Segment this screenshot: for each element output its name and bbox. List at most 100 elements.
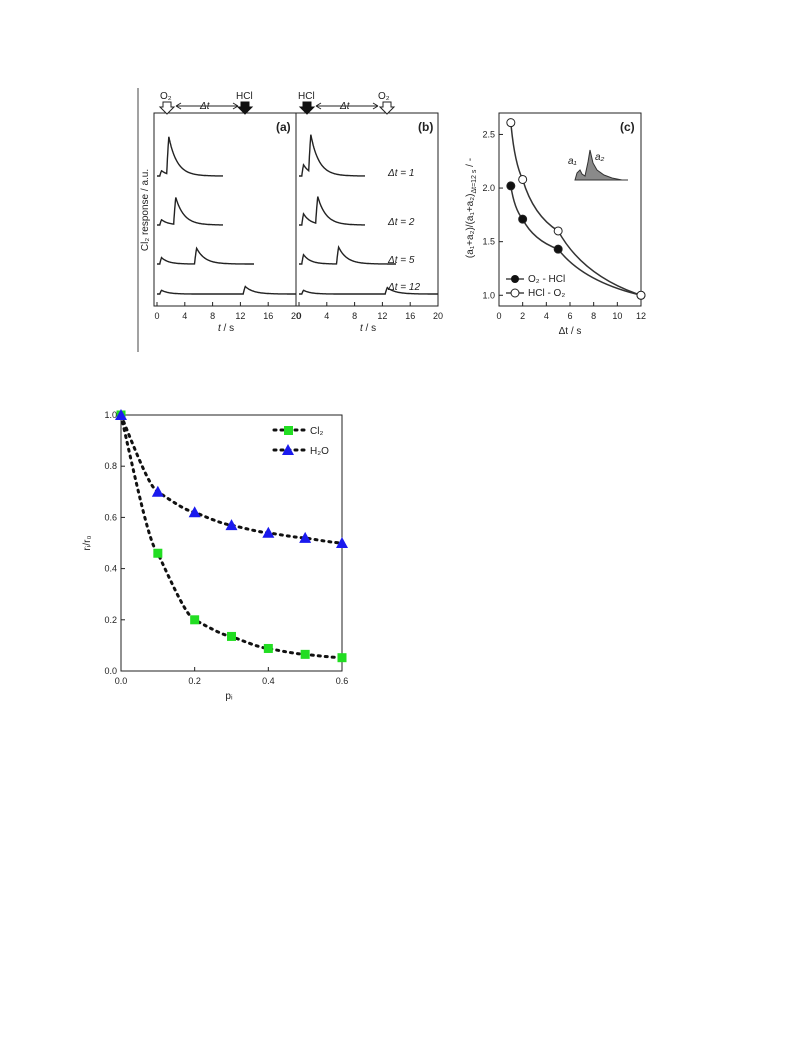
panel-b-frame — [295, 112, 439, 307]
c-legend-text-2: HCl - O₂ — [528, 288, 565, 299]
d-point-1-3 — [225, 519, 238, 531]
d-point-0-3 — [227, 631, 236, 641]
d-xtick-label-2: 0.4 — [262, 676, 275, 686]
d-point-1-6 — [336, 537, 348, 548]
d-ytick-label-1: 0.2 — [104, 615, 117, 625]
c-point-1-3 — [636, 290, 646, 300]
trace-b-dt-2 — [299, 196, 365, 226]
tick-label-b-4: 16 — [405, 311, 415, 321]
trace-a-dt-2 — [157, 197, 223, 226]
trace-b-dt-12 — [299, 286, 438, 295]
tick-label-a-0: 0 — [154, 311, 159, 321]
panel-c-label: (c) — [620, 120, 635, 134]
c-xtick-label-2: 4 — [544, 311, 549, 321]
d-point-0-6 — [337, 653, 347, 663]
a-o2-open-arrow — [158, 101, 176, 115]
d-point-0-2 — [190, 615, 200, 625]
tick-label-b-0: 0 — [296, 311, 301, 321]
b-dt-double-arrow — [315, 102, 379, 110]
inset-label-a1: a₁ — [568, 156, 577, 167]
dt-label-12: Δt = 12 — [387, 282, 420, 293]
trace-a-dt-5 — [157, 246, 254, 265]
trace-a-dt-1 — [157, 136, 223, 177]
panel-b-xlabel: t / s — [360, 323, 376, 334]
b-o2-open-arrow — [378, 101, 396, 115]
panel-c: (c) (a₁+a₂)/(a₁+a₂)Δt=12 s / - Δt / s a₁… — [465, 112, 646, 337]
d-point-0-1 — [153, 548, 163, 558]
panel-c-ylabel: (a₁+a₂)/(a₁+a₂)Δt=12 s / - — [465, 158, 478, 258]
c-point-1-0 — [506, 118, 516, 128]
tick-label-b-1: 4 — [324, 311, 329, 321]
c-ytick-label-3: 2.5 — [482, 129, 495, 139]
d-ytick-label-4: 0.8 — [104, 461, 117, 471]
d-legend-text-2: H₂O — [310, 446, 329, 457]
panel-a-label: (a) — [276, 120, 291, 134]
c-legend-marker-1 — [511, 275, 519, 283]
c-legend-text-1: O₂ - HCl — [528, 274, 565, 285]
c-xtick-label-5: 10 — [612, 311, 622, 321]
c-point-0-2 — [553, 244, 563, 254]
panel-d-xlabel: pᵢ — [225, 691, 233, 702]
c-xtick-label-3: 6 — [567, 311, 572, 321]
d-point-1-5 — [299, 531, 312, 543]
a-dt-double-arrow — [175, 102, 239, 110]
d-fit-curve-0 — [119, 413, 344, 660]
d-ytick-label-5: 1.0 — [104, 410, 117, 420]
dt-label-1: Δt = 1 — [387, 168, 414, 179]
inset-peak-shape — [574, 149, 623, 181]
b-hcl-filled-arrow — [298, 101, 316, 115]
c-point-0-1 — [518, 214, 528, 224]
d-ytick-label-0: 0.0 — [104, 666, 117, 676]
d-xtick-label-1: 0.2 — [188, 676, 201, 686]
c-ytick-label-2: 2.0 — [482, 183, 495, 193]
a-pulse-label-first: O₂ — [160, 91, 172, 102]
trace-a-dt-12 — [157, 285, 296, 295]
panel-a-ylabel: Cl₂ response / a.u. — [140, 169, 151, 251]
a-pulse-label-second: HCl — [236, 91, 253, 102]
tick-label-a-4: 16 — [263, 311, 273, 321]
c-xtick-label-6: 12 — [636, 311, 646, 321]
panel-d: rᵢ/r₀ pᵢ 0.0 0.2 0.4 0.60.00.20.40.60.81.0 … — [82, 409, 348, 702]
d-point-1-4 — [262, 526, 275, 538]
inset-label-a2: a₂ — [595, 152, 605, 163]
d-point-1-2 — [188, 506, 201, 518]
d-point-0-4 — [263, 643, 273, 653]
tick-label-a-3: 12 — [235, 311, 245, 321]
trace-b-dt-1 — [299, 134, 365, 177]
c-point-1-1 — [518, 174, 528, 184]
dt-label-5: Δt = 5 — [387, 255, 415, 266]
d-legend-marker-1 — [284, 426, 293, 435]
c-fit-curve-1 — [510, 122, 642, 296]
tick-label-b-3: 12 — [377, 311, 387, 321]
c-xtick-label-4: 8 — [591, 311, 596, 321]
d-legend-text-1: Cl₂ — [310, 426, 323, 437]
tick-label-b-5: 20 — [433, 311, 443, 321]
panel-c-frame — [498, 112, 642, 307]
d-point-0-5 — [300, 649, 310, 659]
panel-c-xlabel: Δt / s — [559, 326, 582, 337]
c-xtick-label-1: 2 — [520, 311, 525, 321]
trace-b-dt-5 — [299, 244, 396, 265]
panel-d-ylabel: rᵢ/r₀ — [82, 535, 93, 550]
tick-label-a-1: 4 — [182, 311, 187, 321]
c-xtick-label-0: 0 — [496, 311, 501, 321]
d-point-1-1 — [151, 485, 164, 497]
c-legend-marker-2 — [510, 288, 520, 298]
b-pulse-label-first: HCl — [298, 91, 315, 102]
panel-ab: (a) (b) Cl₂ response / a.u. O₂ Δt HCl HC… — [140, 91, 443, 334]
d-point-1-0 — [115, 409, 127, 420]
d-ytick-label-2: 0.4 — [104, 564, 117, 574]
d-ytick-label-3: 0.6 — [104, 512, 117, 522]
tick-label-a-5: 20 — [291, 311, 301, 321]
c-ytick-label-1: 1.5 — [482, 237, 495, 247]
d-legend-marker-2 — [282, 444, 294, 455]
d-xtick-label-0: 0.0 — [115, 676, 128, 686]
b-pulse-label-second: O₂ — [378, 91, 390, 102]
panel-a-xlabel: t / s — [218, 323, 234, 334]
tick-label-a-2: 8 — [210, 311, 215, 321]
c-fit-curve-0 — [510, 185, 642, 297]
c-ytick-label-0: 1.0 — [482, 290, 495, 300]
a-hcl-filled-arrow — [236, 101, 254, 115]
c-point-1-2 — [553, 226, 563, 236]
